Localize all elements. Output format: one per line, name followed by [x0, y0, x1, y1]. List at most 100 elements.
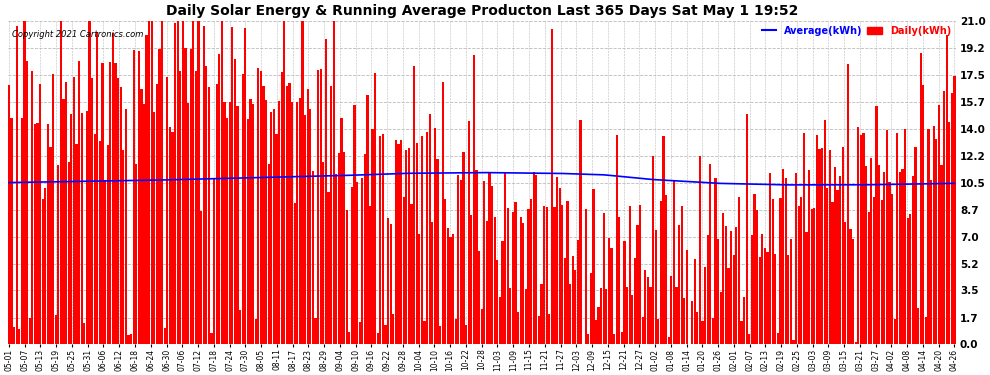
- Bar: [826, 188, 829, 344]
- Bar: [216, 84, 218, 344]
- Bar: [350, 187, 352, 344]
- Bar: [832, 202, 834, 344]
- Bar: [771, 199, 774, 344]
- Bar: [943, 91, 945, 344]
- Bar: [237, 106, 239, 344]
- Bar: [829, 150, 831, 344]
- Bar: [857, 128, 859, 344]
- Bar: [356, 182, 358, 344]
- Bar: [400, 140, 402, 344]
- Bar: [675, 287, 677, 344]
- Bar: [538, 316, 540, 344]
- Bar: [584, 209, 587, 344]
- Bar: [270, 112, 272, 344]
- Bar: [904, 129, 906, 344]
- Bar: [844, 222, 846, 344]
- Bar: [107, 145, 109, 344]
- Bar: [86, 111, 88, 344]
- Bar: [652, 156, 654, 344]
- Bar: [187, 103, 189, 344]
- Bar: [878, 165, 880, 344]
- Bar: [336, 174, 338, 344]
- Bar: [50, 147, 51, 344]
- Bar: [309, 109, 312, 344]
- Bar: [150, 21, 152, 344]
- Bar: [434, 128, 436, 344]
- Bar: [59, 21, 62, 344]
- Bar: [624, 242, 626, 344]
- Bar: [376, 333, 379, 344]
- Bar: [816, 135, 818, 344]
- Bar: [232, 27, 234, 344]
- Bar: [330, 86, 332, 344]
- Bar: [369, 207, 371, 344]
- Bar: [65, 82, 67, 344]
- Bar: [446, 228, 449, 344]
- Bar: [605, 289, 608, 344]
- Bar: [179, 71, 181, 344]
- Bar: [117, 78, 119, 344]
- Bar: [867, 212, 870, 344]
- Bar: [245, 28, 247, 344]
- Bar: [528, 209, 530, 344]
- Bar: [262, 86, 264, 344]
- Bar: [507, 208, 509, 344]
- Bar: [146, 34, 148, 344]
- Bar: [211, 333, 213, 344]
- Bar: [595, 320, 597, 344]
- Bar: [104, 180, 106, 344]
- Bar: [849, 229, 851, 344]
- Bar: [717, 239, 719, 344]
- Bar: [158, 49, 160, 344]
- Bar: [953, 76, 955, 344]
- Bar: [278, 101, 280, 344]
- Bar: [842, 147, 843, 344]
- Bar: [520, 217, 522, 344]
- Bar: [161, 21, 163, 344]
- Bar: [470, 215, 472, 344]
- Bar: [138, 51, 140, 344]
- Bar: [753, 194, 755, 344]
- Bar: [333, 21, 335, 344]
- Bar: [715, 177, 717, 344]
- Bar: [439, 326, 442, 344]
- Bar: [784, 178, 787, 344]
- Bar: [296, 102, 298, 344]
- Bar: [320, 69, 322, 344]
- Bar: [358, 322, 360, 344]
- Bar: [229, 102, 231, 344]
- Bar: [894, 320, 896, 344]
- Bar: [128, 334, 130, 344]
- Bar: [353, 105, 355, 344]
- Bar: [691, 302, 693, 344]
- Bar: [548, 314, 550, 344]
- Bar: [683, 298, 685, 344]
- Bar: [125, 109, 127, 344]
- Bar: [475, 170, 477, 344]
- Bar: [722, 213, 725, 344]
- Bar: [533, 172, 535, 344]
- Bar: [176, 21, 179, 344]
- Bar: [509, 288, 512, 344]
- Bar: [315, 318, 317, 344]
- Bar: [854, 342, 857, 344]
- Bar: [649, 287, 651, 344]
- Bar: [26, 62, 28, 344]
- Bar: [811, 209, 813, 344]
- Bar: [938, 105, 940, 344]
- Bar: [499, 297, 501, 344]
- Bar: [556, 177, 558, 344]
- Bar: [99, 141, 101, 344]
- Bar: [101, 63, 104, 344]
- Bar: [405, 150, 408, 344]
- Bar: [275, 135, 277, 344]
- Bar: [694, 259, 696, 344]
- Bar: [642, 316, 644, 344]
- Bar: [517, 312, 519, 344]
- Bar: [611, 248, 613, 344]
- Bar: [881, 200, 883, 344]
- Bar: [821, 148, 823, 344]
- Bar: [411, 204, 413, 344]
- Bar: [662, 136, 664, 344]
- Legend: Average(kWh), Daily(kWh): Average(kWh), Daily(kWh): [757, 22, 954, 39]
